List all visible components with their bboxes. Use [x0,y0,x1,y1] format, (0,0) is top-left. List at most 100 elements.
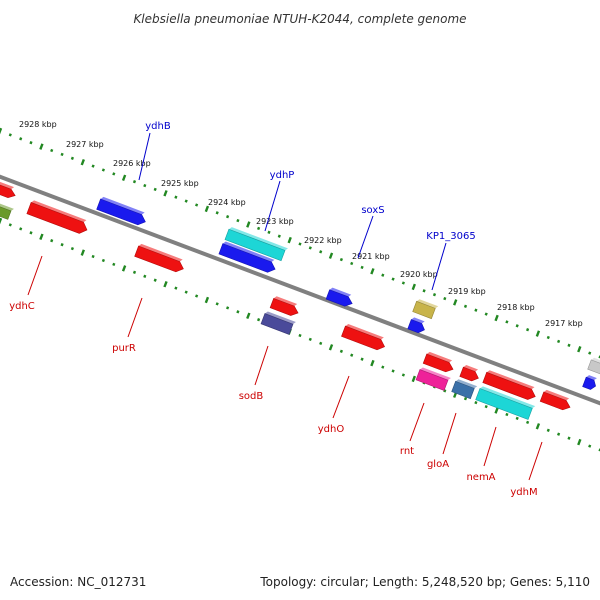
kbp-label: 2919 kbp [448,287,486,296]
track-tick [80,249,85,256]
track-dot [153,278,157,282]
track-dot [101,168,105,172]
gene-feature-ydhC[interactable] [26,200,90,236]
track-tick [328,252,334,259]
track-tick [204,296,210,304]
gene-label-ydhM[interactable]: ydhM [510,487,537,498]
track-dot [546,428,550,432]
gene-feature-nemA[interactable] [475,386,536,421]
kbp-label: 2927 kbp [66,140,104,149]
gene-label-gloA[interactable]: gloA [427,459,449,470]
track-tick [0,127,3,135]
gene-feature-edge-right-gray[interactable] [587,357,600,375]
gene-feature-ydhO-top [345,323,384,340]
track-dot [557,339,561,344]
track-dot [8,223,12,227]
gene-feature-edge-right-gray-top [591,357,600,365]
kbp-label: 2925 kbp [161,179,199,188]
gene-label-rnt[interactable]: rnt [400,446,414,457]
gene-feature-gloA[interactable] [451,379,478,400]
track-dot [267,230,271,234]
gene-feature-purR[interactable] [134,243,187,274]
gene-feature-nemA-top [479,386,536,409]
track-tick [39,233,44,241]
gene-feature-nemA-upper-body [482,371,536,400]
track-dot [360,265,364,270]
gene-feature-ydhM[interactable] [539,389,573,412]
gene-feature-gloA-body [451,380,475,400]
lower-dotted-track [0,217,600,452]
gene-feature-rnt[interactable] [415,367,451,391]
track-tick [411,283,416,291]
gene-feature-rnt-upper-top [426,351,453,363]
gene-feature-ydhO[interactable] [341,323,387,352]
gene-feature-rnt-upper-body [422,353,454,373]
track-dot [391,277,395,281]
track-dot [8,133,12,137]
track-dot [443,296,447,301]
gene-feature-edge-left-top [0,180,15,190]
gene-feature-gloA-upper[interactable] [459,364,481,383]
track-dot [19,137,23,141]
track-dot [484,404,488,409]
track-dot [226,215,230,219]
gene-label-purR[interactable]: purR [112,343,136,354]
gene-label-sodB[interactable]: sodB [239,391,264,402]
track-dot [91,164,95,168]
gene-feature-ydhN[interactable] [218,241,278,275]
gene-feature-ydhP[interactable] [224,226,288,262]
track-dot [505,320,509,324]
gene-label-ydhO[interactable]: ydhO [318,424,345,435]
track-dot [226,306,230,310]
track-dot [215,211,219,215]
track-dot [567,343,571,347]
track-dot [319,250,323,254]
track-dot [112,172,116,176]
gene-feature-ydhB-body [96,198,146,226]
gene-feature-soxS[interactable] [325,287,355,308]
gene-label-ydhC[interactable]: ydhC [9,301,35,312]
gene-feature-sodB[interactable] [260,311,296,335]
callout-line [27,255,43,296]
callout-line [138,132,151,181]
kbp-label: 2922 kbp [304,236,342,245]
gene-label-KP1_3065[interactable]: KP1_3065 [426,231,475,242]
kbp-label: 2928 kbp [19,120,57,129]
track-dot [588,351,592,355]
track-dot [308,337,312,342]
track-dot [195,294,199,298]
gene-feature-nemA-upper[interactable] [482,370,538,402]
track-tick [80,158,85,166]
track-dot [598,448,600,452]
track-dot [91,254,95,259]
gene-feature-ydhO-body [341,325,385,351]
gene-feature-small-left[interactable] [0,202,14,220]
callout-line [264,180,281,232]
gene-label-nemA[interactable]: nemA [466,472,495,483]
gene-feature-ydhB[interactable] [96,196,149,227]
upper-gene-callouts: ydhB ydhP soxS KP1_3065 [138,121,476,291]
track-dot [50,239,54,243]
gene-feature-sodB-upper[interactable] [269,296,301,318]
gene-feature-ydhP-body [224,228,286,262]
gene-feature-edge-left[interactable] [0,179,18,199]
track-tick [121,174,127,182]
track-dot [298,333,302,338]
gene-feature-nemA-upper-top [486,370,535,390]
track-dot [298,242,302,246]
gene-label-soxS[interactable]: soxS [361,205,384,216]
gene-feature-KP1_3065[interactable] [412,299,439,320]
gene-label-ydhP[interactable]: ydhP [270,170,295,181]
gene-feature-edge-right-blue[interactable] [582,374,599,390]
gene-feature-upper-small[interactable] [407,317,428,335]
gene-label-ydhB[interactable]: ydhB [145,121,171,132]
gene-feature-rnt-upper[interactable] [422,351,456,374]
track-tick [246,221,251,228]
track-tick [494,407,499,414]
callout-line [254,345,269,386]
track-dot [184,199,188,203]
track-tick [0,217,3,225]
gene-feature-ydhN-top [222,241,275,262]
track-dot [143,183,147,188]
gene-feature-KP1_3065-top [416,299,439,309]
